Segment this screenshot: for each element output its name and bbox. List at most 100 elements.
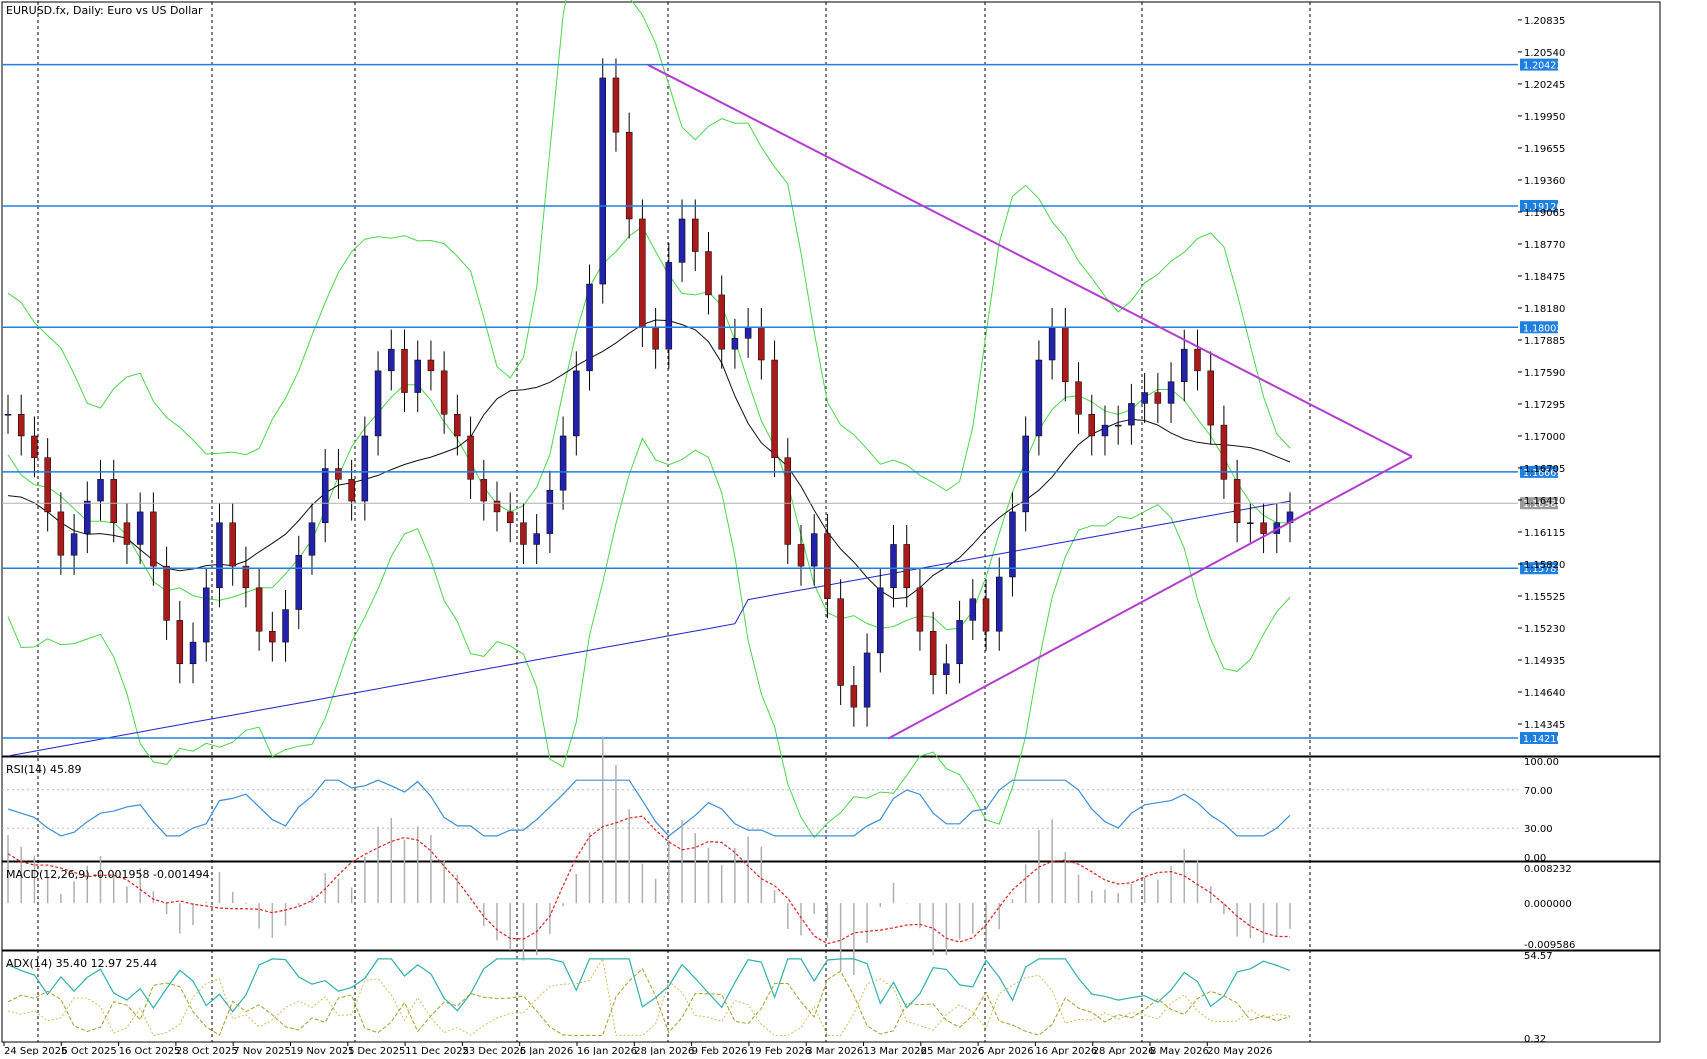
candle-body	[652, 327, 659, 350]
current-price-label-bg	[1520, 497, 1558, 510]
macd-indicator: 0.008232 0.000000 -0.009586	[7, 736, 1575, 976]
candle-body	[877, 587, 884, 654]
rsi-line	[7, 779, 1291, 837]
price-tick-label: 1.16705	[1524, 464, 1565, 475]
candle-body	[361, 435, 369, 502]
candle-body	[348, 479, 355, 502]
candle-body	[546, 489, 554, 534]
macd-pane[interactable]	[1, 861, 1661, 951]
candle-body	[1260, 522, 1267, 534]
trendlines[interactable]	[647, 64, 1413, 740]
candle-body	[282, 609, 289, 643]
candle-body	[599, 77, 606, 285]
candle-body	[269, 630, 276, 643]
candle-body	[321, 468, 329, 523]
rsi-tick-label: 30.00	[1524, 824, 1553, 835]
candle-body	[1247, 522, 1254, 524]
candle-body	[731, 338, 739, 350]
candle-body	[1154, 392, 1162, 404]
rsi-pane[interactable]	[1, 756, 1661, 862]
rsi-tick-label: 0.00	[1524, 853, 1546, 864]
time-tick-label: 24 Sep 2025	[4, 1046, 67, 1055]
macd-tick-label: -0.009586	[1524, 940, 1575, 951]
price-tick-label: 1.14640	[1524, 688, 1565, 699]
candle-body	[506, 511, 514, 523]
candle-body	[440, 370, 448, 415]
candle-body	[1167, 381, 1175, 404]
price-tick-label: 1.19655	[1524, 144, 1565, 155]
candle-body	[665, 262, 673, 350]
candle-body	[31, 435, 38, 458]
level-label: 1.19120	[1523, 202, 1562, 213]
candle-body	[1194, 348, 1201, 372]
candle-body	[995, 576, 1003, 632]
macd-tick-label: 0.008232	[1524, 864, 1572, 875]
time-tick-label: 1 Dec 2025	[348, 1046, 406, 1055]
time-tick-label: 28 Oct 2025	[176, 1046, 238, 1055]
level-label-bg	[1520, 199, 1558, 212]
candle-body	[110, 479, 117, 523]
adx-pane[interactable]	[1, 950, 1661, 1043]
level-label-bg	[1520, 465, 1558, 478]
candle-body	[374, 370, 382, 437]
candle-body	[612, 77, 620, 133]
candle-body	[625, 131, 633, 220]
candle-body	[929, 630, 937, 675]
time-tick-label: 16 Jan 2026	[577, 1046, 637, 1055]
price-pane[interactable]	[1, 1, 1661, 757]
candle-body	[401, 348, 408, 393]
candle-body	[189, 641, 197, 665]
price-tick-label: 1.19950	[1524, 112, 1565, 123]
time-tick-label: 16 Oct 2025	[119, 1046, 181, 1055]
time-tick-label: 25 Mar 2026	[921, 1046, 984, 1055]
candle-body	[427, 359, 435, 372]
price-tick-label: 1.19360	[1524, 176, 1565, 187]
horizontal-levels[interactable]: 1.20423 1.19120 1.18002 1.16669 1.15781 1.142…	[2, 58, 1562, 745]
level-label: 1.16669	[1523, 468, 1562, 479]
candle-body	[705, 251, 712, 296]
time-tick-label: 6 Apr 2026	[978, 1046, 1033, 1055]
candle-body	[533, 533, 540, 545]
price-tick-label: 1.20540	[1524, 48, 1565, 59]
time-tick-label: 8 May 2026	[1150, 1046, 1209, 1055]
current-price-label: 1.16380	[1523, 499, 1562, 510]
candle-body	[17, 414, 25, 437]
ma-200-line	[7, 500, 1291, 757]
price-axis: 1.20835 1.20540 1.20245 1.19950 1.19655 1.193…	[1518, 16, 1565, 731]
candle-body	[744, 327, 752, 339]
level-label-bg	[1520, 562, 1558, 575]
chart-title: EURUSD.fx, Daily: Euro vs US Dollar	[6, 4, 203, 17]
level-label: 1.15781	[1523, 564, 1562, 575]
candle-body	[678, 218, 686, 263]
time-tick-label: 13 Mar 2026	[864, 1046, 927, 1055]
candle-body	[467, 435, 474, 480]
time-tick-label: 9 Feb 2026	[692, 1046, 748, 1055]
time-tick-label: 16 Apr 2026	[1035, 1046, 1097, 1055]
time-tick-label: 6 Oct 2025	[61, 1046, 116, 1055]
adx-line	[7, 958, 1291, 1013]
price-tick-label: 1.16115	[1524, 528, 1565, 539]
candle-body	[4, 414, 12, 416]
candle-body	[1207, 370, 1214, 426]
bollinger-upper	[7, 0, 1291, 492]
candle-body	[1128, 403, 1135, 426]
price-tick-label: 1.18770	[1524, 240, 1565, 251]
time-tick-label: 23 Dec 2025	[462, 1046, 526, 1055]
price-tick-label: 1.20245	[1524, 80, 1565, 91]
candle-body	[176, 620, 184, 665]
adx-title: ADX(14) 35.40 12.97 25.44	[6, 957, 157, 970]
trendline-lower	[887, 455, 1413, 740]
level-label: 1.20423	[1523, 61, 1562, 72]
level-label: 1.18002	[1523, 323, 1562, 334]
rsi-title: RSI(14) 45.89	[6, 763, 81, 776]
candle-body	[1233, 479, 1241, 523]
candle-body	[1141, 392, 1148, 404]
candle-body	[480, 479, 488, 502]
adx-indicator: 54.57 0.32	[7, 951, 1553, 1045]
candle-body	[1022, 435, 1029, 513]
candle-body	[163, 565, 170, 621]
candle-body	[863, 652, 871, 708]
rsi-tick-label: 70.00	[1524, 786, 1553, 797]
candle-body	[229, 522, 236, 567]
